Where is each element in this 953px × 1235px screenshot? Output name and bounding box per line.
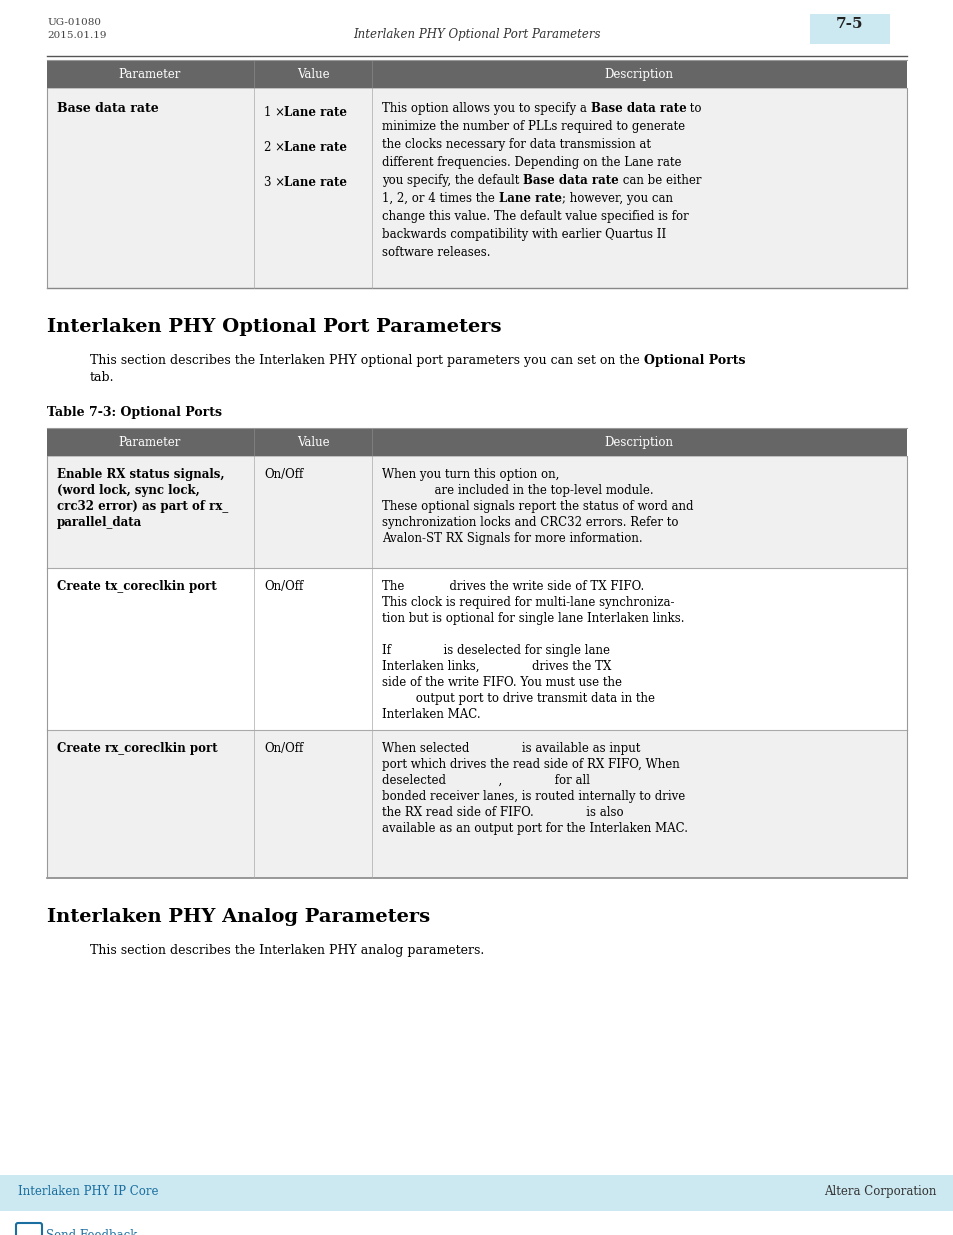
Text: tion but is optional for single lane Interlaken links.: tion but is optional for single lane Int… bbox=[381, 613, 684, 625]
Text: can be either: can be either bbox=[618, 174, 700, 186]
Text: to: to bbox=[685, 103, 701, 115]
Text: The            drives the write side of TX FIFO.: The drives the write side of TX FIFO. bbox=[381, 580, 643, 593]
Text: different frequencies. Depending on the Lane rate: different frequencies. Depending on the … bbox=[381, 156, 680, 169]
Text: port which drives the read side of RX FIFO, When: port which drives the read side of RX FI… bbox=[381, 758, 679, 771]
Text: Table 7-3: Optional Ports: Table 7-3: Optional Ports bbox=[47, 406, 222, 419]
Text: available as an output port for the Interlaken MAC.: available as an output port for the Inte… bbox=[381, 823, 687, 835]
Text: 1 ×: 1 × bbox=[264, 106, 289, 119]
Text: Lane rate: Lane rate bbox=[284, 106, 347, 119]
Text: are included in the top-level module.: are included in the top-level module. bbox=[381, 484, 653, 496]
Text: Interlaken PHY Optional Port Parameters: Interlaken PHY Optional Port Parameters bbox=[47, 317, 501, 336]
Text: Optional Ports: Optional Ports bbox=[643, 354, 744, 367]
Text: Parameter: Parameter bbox=[119, 436, 181, 450]
Text: Enable RX status signals,: Enable RX status signals, bbox=[57, 468, 224, 480]
Text: This section describes the Interlaken PHY optional port parameters you can set o: This section describes the Interlaken PH… bbox=[90, 354, 643, 367]
Text: parallel_data: parallel_data bbox=[57, 516, 142, 529]
Text: Create tx_coreclkin port: Create tx_coreclkin port bbox=[57, 580, 216, 593]
Text: the clocks necessary for data transmission at: the clocks necessary for data transmissi… bbox=[381, 138, 650, 151]
Text: Value: Value bbox=[296, 68, 329, 82]
Bar bbox=[47, 61, 906, 88]
Text: side of the write FIFO. You must use the: side of the write FIFO. You must use the bbox=[381, 676, 621, 689]
Text: Interlaken PHY Analog Parameters: Interlaken PHY Analog Parameters bbox=[47, 908, 430, 926]
Text: you specify, the default: you specify, the default bbox=[381, 174, 522, 186]
Text: This option allows you to specify a: This option allows you to specify a bbox=[381, 103, 590, 115]
Text: backwards compatibility with earlier Quartus II: backwards compatibility with earlier Qua… bbox=[381, 228, 665, 241]
Text: (word lock, sync lock,: (word lock, sync lock, bbox=[57, 484, 199, 496]
Text: 1, 2, or 4 times the: 1, 2, or 4 times the bbox=[381, 191, 498, 205]
Bar bbox=[47, 88, 906, 288]
Text: 7-5: 7-5 bbox=[836, 17, 862, 31]
Bar bbox=[47, 456, 906, 568]
Text: Create rx_coreclkin port: Create rx_coreclkin port bbox=[57, 742, 217, 755]
Text: Interlaken PHY IP Core: Interlaken PHY IP Core bbox=[18, 1186, 158, 1198]
Text: When selected              is available as input: When selected is available as input bbox=[381, 742, 639, 755]
Text: tab.: tab. bbox=[90, 370, 114, 384]
Text: 3 ×: 3 × bbox=[264, 177, 289, 189]
Text: Interlaken links,              drives the TX: Interlaken links, drives the TX bbox=[381, 659, 611, 673]
Text: On/Off: On/Off bbox=[264, 742, 303, 755]
Bar bbox=[0, 1174, 953, 1212]
Text: Parameter: Parameter bbox=[119, 68, 181, 82]
Text: This clock is required for multi-lane synchroniza-: This clock is required for multi-lane sy… bbox=[381, 597, 674, 609]
Text: On/Off: On/Off bbox=[264, 580, 303, 593]
Text: ; however, you can: ; however, you can bbox=[561, 191, 672, 205]
Text: 2015.01.19: 2015.01.19 bbox=[47, 31, 107, 40]
Text: On/Off: On/Off bbox=[264, 468, 303, 480]
Text: Description: Description bbox=[604, 436, 673, 450]
Text: 2 ×: 2 × bbox=[264, 141, 289, 154]
Text: This section describes the Interlaken PHY analog parameters.: This section describes the Interlaken PH… bbox=[90, 944, 484, 957]
Text: Base data rate: Base data rate bbox=[590, 103, 685, 115]
Text: Description: Description bbox=[604, 68, 673, 82]
Text: Lane rate: Lane rate bbox=[284, 141, 347, 154]
Text: synchronization locks and CRC32 errors. Refer to: synchronization locks and CRC32 errors. … bbox=[381, 516, 678, 529]
Text: These optional signals report the status of word and: These optional signals report the status… bbox=[381, 500, 693, 513]
Text: Interlaken MAC.: Interlaken MAC. bbox=[381, 708, 480, 721]
Bar bbox=[809, 14, 889, 44]
Text: minimize the number of PLLs required to generate: minimize the number of PLLs required to … bbox=[381, 120, 684, 133]
Text: deselected              ,              for all: deselected , for all bbox=[381, 774, 589, 787]
Text: Altera Corporation: Altera Corporation bbox=[822, 1186, 935, 1198]
Text: If              is deselected for single lane: If is deselected for single lane bbox=[381, 643, 609, 657]
Text: crc32 error) as part of rx_: crc32 error) as part of rx_ bbox=[57, 500, 228, 513]
Text: Send Feedback: Send Feedback bbox=[46, 1229, 137, 1235]
Text: Lane rate: Lane rate bbox=[284, 177, 347, 189]
Text: Avalon-ST RX Signals for more information.: Avalon-ST RX Signals for more informatio… bbox=[381, 532, 642, 545]
Text: bonded receiver lanes, is routed internally to drive: bonded receiver lanes, is routed interna… bbox=[381, 790, 684, 803]
Text: change this value. The default value specified is for: change this value. The default value spe… bbox=[381, 210, 688, 224]
Bar bbox=[47, 429, 906, 456]
Bar bbox=[47, 568, 906, 730]
Text: Base data rate: Base data rate bbox=[522, 174, 618, 186]
Text: Value: Value bbox=[296, 436, 329, 450]
Text: output port to drive transmit data in the: output port to drive transmit data in th… bbox=[381, 692, 655, 705]
Bar bbox=[47, 730, 906, 878]
Text: the RX read side of FIFO.              is also: the RX read side of FIFO. is also bbox=[381, 806, 623, 819]
Text: Lane rate: Lane rate bbox=[498, 191, 561, 205]
Text: Interlaken PHY Optional Port Parameters: Interlaken PHY Optional Port Parameters bbox=[353, 28, 600, 41]
Text: software releases.: software releases. bbox=[381, 246, 490, 259]
Text: UG-01080: UG-01080 bbox=[47, 19, 101, 27]
Text: Base data rate: Base data rate bbox=[57, 103, 158, 115]
Text: When you turn this option on,: When you turn this option on, bbox=[381, 468, 558, 480]
